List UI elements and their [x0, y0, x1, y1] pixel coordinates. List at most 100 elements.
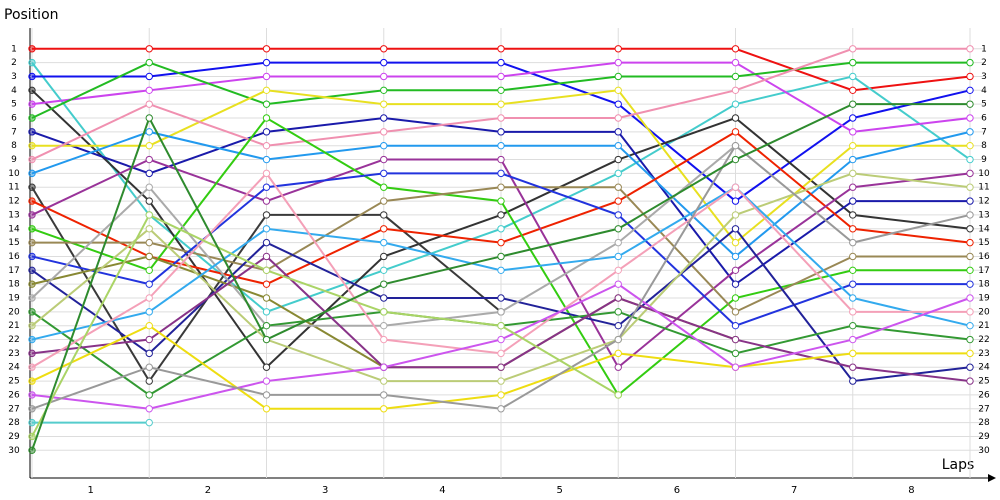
point [966, 294, 974, 302]
point [731, 280, 740, 288]
y-tick-label: 7 [981, 127, 987, 137]
point [28, 294, 36, 302]
point [262, 100, 271, 108]
y-tick-label: 6 [11, 114, 17, 124]
y-tick-label: 14 [978, 224, 990, 234]
point [614, 45, 622, 53]
point [262, 183, 271, 191]
point [731, 238, 740, 247]
point [28, 86, 36, 95]
point [380, 238, 388, 247]
point [497, 128, 505, 136]
y-tick-label: 3 [11, 72, 17, 82]
markers [28, 45, 974, 455]
y-tick-label: 30 [8, 446, 20, 456]
point [380, 377, 388, 385]
point [380, 72, 388, 81]
point [380, 169, 388, 178]
point [849, 169, 857, 178]
point [614, 72, 622, 81]
point [145, 211, 153, 219]
point [849, 321, 857, 330]
point [966, 114, 974, 122]
point [28, 321, 36, 330]
point [731, 155, 740, 164]
point [380, 308, 388, 316]
point [614, 363, 622, 371]
point [262, 169, 271, 178]
point [614, 391, 622, 399]
point [380, 266, 388, 275]
point [966, 141, 974, 150]
y-tick-label: 12 [8, 197, 19, 207]
point [262, 58, 271, 67]
point [380, 197, 388, 205]
point [145, 391, 153, 399]
point [262, 238, 271, 247]
point [966, 308, 974, 316]
point [966, 58, 974, 67]
point [731, 128, 740, 136]
point [614, 58, 622, 67]
y-tick-label: 21 [8, 321, 19, 331]
point [380, 405, 388, 413]
point [849, 294, 857, 302]
point [849, 45, 857, 53]
point [28, 58, 36, 67]
point [966, 349, 974, 358]
point [849, 155, 857, 164]
point [262, 72, 271, 81]
point [497, 58, 505, 67]
point [262, 391, 271, 399]
x-tick-label: 4 [439, 485, 445, 496]
point [262, 128, 271, 136]
point [262, 225, 271, 233]
point [380, 86, 388, 95]
y-tick-label: 4 [981, 86, 987, 96]
y-tick-label: 19 [978, 294, 990, 304]
y-tick-label: 25 [8, 377, 19, 387]
point [731, 197, 740, 205]
y-tick-label: 11 [978, 183, 989, 193]
point [145, 280, 153, 288]
point [731, 266, 740, 275]
point [849, 266, 857, 275]
x-tick-label: 2 [205, 485, 211, 496]
y-axis-label: Position [4, 7, 59, 23]
y-tick-label: 1 [981, 44, 987, 54]
point [380, 155, 388, 164]
point [614, 321, 622, 330]
y-tick-label: 16 [8, 252, 20, 262]
point [380, 280, 388, 288]
point [28, 72, 36, 81]
point [731, 58, 740, 67]
point [28, 418, 36, 427]
point [145, 197, 153, 205]
point [28, 183, 36, 191]
point [497, 335, 505, 344]
point [731, 225, 740, 233]
point [145, 100, 153, 108]
point [262, 114, 271, 122]
point [849, 211, 857, 219]
y-tick-label: 25 [978, 377, 989, 387]
point [966, 225, 974, 233]
point [849, 100, 857, 108]
point [497, 183, 505, 191]
y-tick-label: 29 [978, 432, 990, 442]
point [145, 72, 153, 81]
point [731, 114, 740, 122]
point [497, 238, 505, 247]
point [614, 211, 622, 219]
point [28, 225, 36, 233]
point [731, 141, 740, 150]
point [614, 294, 622, 302]
point [145, 266, 153, 275]
y-tick-label: 18 [978, 280, 990, 290]
point [497, 155, 505, 164]
point [28, 377, 36, 385]
point [380, 335, 388, 344]
point [614, 252, 622, 261]
point [145, 405, 153, 413]
y-tick-label: 2 [11, 58, 17, 68]
